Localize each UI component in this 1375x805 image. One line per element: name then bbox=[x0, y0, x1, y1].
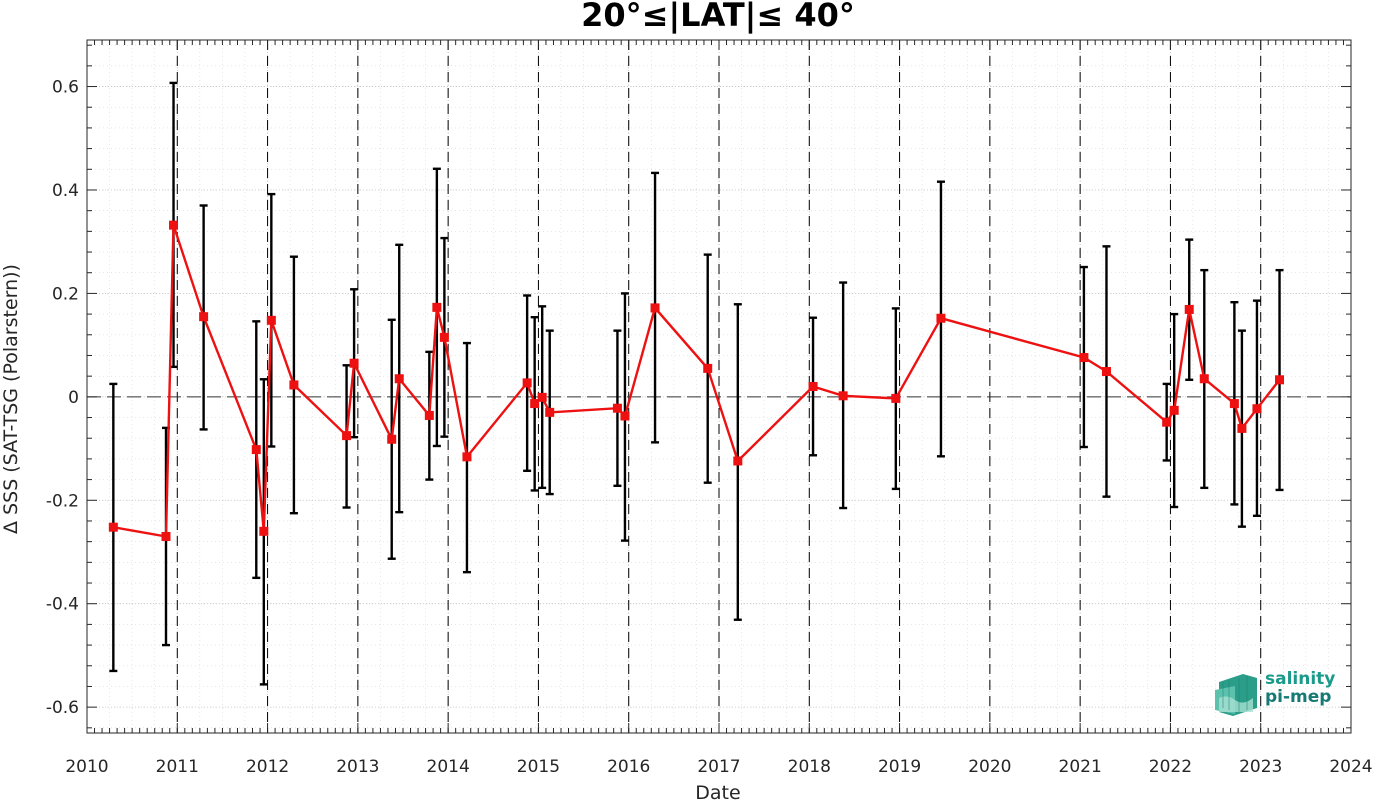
x-tick-label: 2020 bbox=[968, 757, 1011, 777]
data-point bbox=[349, 358, 359, 368]
data-point bbox=[199, 312, 209, 322]
logo-line-2: pi-mep bbox=[1265, 687, 1332, 707]
data-point bbox=[703, 363, 713, 373]
x-tick-label: 2017 bbox=[697, 757, 740, 777]
data-point bbox=[733, 456, 743, 466]
salinity-pimep-logo: salinity pi-mep bbox=[1213, 668, 1343, 720]
x-tick-label: 2012 bbox=[246, 757, 289, 777]
error-bars bbox=[109, 81, 1284, 686]
x-tick-label: 2014 bbox=[427, 757, 470, 777]
data-point bbox=[530, 399, 540, 409]
y-tick-label: -0.6 bbox=[46, 698, 79, 718]
year-marker-lines bbox=[176, 40, 1262, 733]
data-point bbox=[169, 220, 179, 230]
data-point bbox=[251, 445, 261, 455]
y-axis-label: Δ SSS (SAT-TSG (Polarstern)) bbox=[0, 264, 22, 534]
data-point bbox=[259, 526, 269, 536]
data-point bbox=[462, 452, 472, 462]
data-markers bbox=[108, 220, 1285, 541]
x-tick-label: 2024 bbox=[1329, 757, 1372, 777]
x-tick-label: 2013 bbox=[336, 757, 379, 777]
axis-ticks bbox=[86, 40, 1352, 733]
data-point bbox=[1101, 367, 1111, 377]
x-tick-label: 2010 bbox=[65, 757, 108, 777]
data-point bbox=[891, 393, 901, 403]
data-point bbox=[1229, 399, 1239, 409]
data-point bbox=[161, 531, 171, 541]
x-tick-label: 2011 bbox=[156, 757, 199, 777]
data-point bbox=[394, 374, 404, 384]
data-point bbox=[1275, 375, 1285, 385]
data-point bbox=[108, 522, 118, 532]
data-point bbox=[1237, 423, 1247, 433]
data-point bbox=[1079, 353, 1089, 363]
data-point bbox=[808, 382, 818, 391]
y-tick-label: 0.6 bbox=[52, 78, 79, 98]
y-tick-label: 0.4 bbox=[52, 181, 79, 201]
x-tick-label: 2021 bbox=[1059, 757, 1102, 777]
y-tick-label: 0.2 bbox=[52, 284, 79, 304]
logo-text: salinity pi-mep bbox=[1265, 670, 1335, 706]
data-point bbox=[537, 392, 547, 402]
data-point bbox=[1184, 304, 1194, 314]
data-point bbox=[620, 411, 630, 421]
x-tick-label: 2016 bbox=[607, 757, 650, 777]
x-tick-label: 2022 bbox=[1149, 757, 1192, 777]
data-point bbox=[838, 391, 848, 401]
chart-title: 20°≤|LAT|≤ 40° bbox=[581, 0, 855, 35]
x-axis-label: Date bbox=[695, 782, 740, 801]
y-tick-labels: -0.6 -0.4 -0.2 0 0.2 0.4 0.6 bbox=[46, 78, 79, 719]
y-tick-label: -0.4 bbox=[46, 595, 79, 615]
data-point bbox=[432, 302, 442, 312]
data-point bbox=[439, 332, 449, 342]
y-tick-label: 0 bbox=[68, 388, 79, 408]
data-point bbox=[342, 431, 352, 441]
x-tick-label: 2019 bbox=[878, 757, 921, 777]
data-point bbox=[289, 380, 299, 390]
y-tick-label: -0.2 bbox=[46, 491, 79, 511]
x-tick-label: 2018 bbox=[788, 757, 831, 777]
data-point bbox=[650, 303, 660, 313]
data-point bbox=[424, 410, 434, 420]
data-point bbox=[1252, 404, 1262, 414]
data-point bbox=[612, 403, 622, 413]
logo-waves-icon bbox=[1215, 674, 1257, 716]
data-point bbox=[1199, 374, 1209, 384]
data-point bbox=[1162, 417, 1172, 427]
data-point bbox=[545, 407, 555, 417]
data-point bbox=[387, 434, 397, 444]
data-point bbox=[936, 313, 946, 323]
x-tick-labels: 2010 2011 2012 2013 2014 2015 2016 2017 2018 2019… bbox=[65, 757, 1372, 777]
data-point bbox=[1169, 405, 1179, 415]
x-tick-label: 2023 bbox=[1239, 757, 1282, 777]
data-point bbox=[522, 378, 532, 388]
logo-line-1: salinity bbox=[1265, 669, 1336, 689]
data-point bbox=[266, 315, 276, 325]
x-tick-label: 2015 bbox=[517, 757, 560, 777]
